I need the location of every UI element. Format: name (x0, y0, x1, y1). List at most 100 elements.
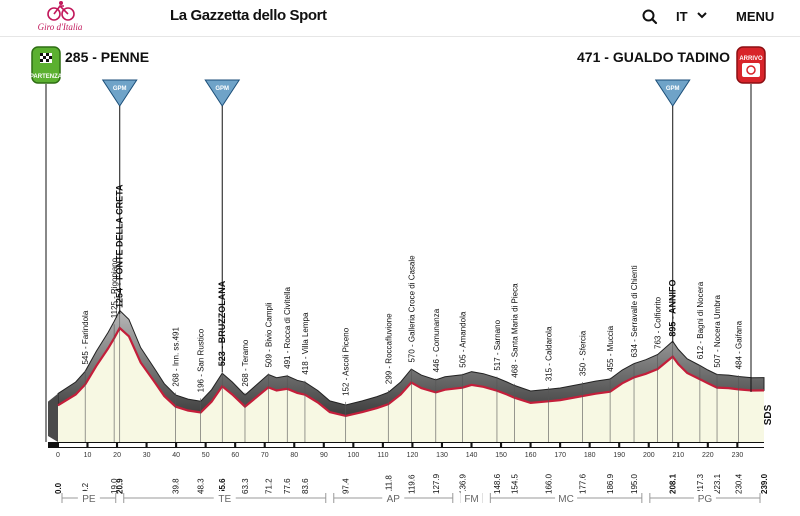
km-tick-label: 120 (407, 452, 419, 459)
language-selector[interactable]: IT (676, 9, 708, 24)
km-mark-label: 230.4 (735, 473, 744, 494)
gpm-label: GPM (113, 86, 127, 92)
menu-button[interactable]: MENU (736, 9, 775, 24)
km-axis-segment (265, 443, 294, 447)
km-axis-segment (738, 443, 766, 447)
km-mark-label: 195.0 (630, 473, 639, 494)
km-mark-label: 19.0 (110, 478, 119, 494)
km-tick-label: 10 (84, 452, 92, 459)
location-lines (45, 84, 752, 442)
km-tick-label: 230 (732, 452, 744, 459)
location-label: 570 - Galleria Croce di Casale (407, 255, 416, 363)
giro-logo-text: Giro d'Italia (37, 22, 83, 32)
giro-cyclist-icon (47, 1, 75, 21)
province-label-bg (460, 491, 483, 504)
km-tick-label: 100 (348, 452, 360, 459)
km-mark-label: 48.3 (197, 478, 206, 494)
km-mark-label: 217.3 (696, 473, 705, 494)
location-label: 196 - San Rustico (197, 328, 206, 392)
location-label: 455 - Muccia (606, 325, 615, 371)
province-label-bg (77, 491, 100, 504)
km-axis-segment (502, 443, 530, 447)
km-mark-label: 71.2 (264, 478, 273, 494)
location-label: 612 - Bagni di Nocera (696, 281, 705, 359)
province-label-bg (693, 491, 716, 504)
km-tick-label: 110 (377, 452, 388, 459)
location-label: 468 - Santa Maria di Pieca (510, 283, 519, 378)
location-label: 484 - Gaifana (735, 320, 744, 369)
km-axis-segment (413, 443, 441, 447)
km-tick-label: 140 (466, 452, 478, 459)
km-axis: 0 10 20 30 40 50 60 70 80 90 100 110 120 130 140 150 160… (48, 442, 766, 459)
province-label: AP (387, 494, 401, 505)
brand-title[interactable]: La Gazzetta dello Sport (170, 7, 327, 24)
km-tick-label: 200 (643, 452, 655, 459)
km-mark-label: 148.6 (493, 473, 502, 494)
km-axis-segment (590, 443, 619, 447)
km-tick-label: 180 (584, 452, 596, 459)
km-axis-segment (443, 443, 471, 447)
km-mark-label: 39.8 (172, 478, 181, 494)
km-mark-label: 119.6 (407, 474, 416, 494)
province-label-bg (555, 491, 578, 504)
location-label: 634 - Serravalle di Chienti (630, 265, 639, 357)
province-label-bg (382, 491, 405, 504)
start-badge: PARTENZA (30, 46, 63, 84)
gpm-triangle-icon (204, 79, 241, 107)
km-tick-label: 190 (613, 452, 625, 459)
location-label: 491 - Rocca di Civitella (283, 286, 292, 368)
km-mark-label: 97.4 (342, 478, 351, 494)
location-label: 418 - Villa Lempa (301, 312, 310, 375)
km-mark-label: 55.6 (218, 478, 227, 494)
finish-badge: ARRIVO (736, 46, 766, 84)
top-navigation-bar: Giro d'Italia La Gazzetta dello Sport IT… (0, 0, 800, 37)
location-label: 763 - Colfiorito (654, 296, 663, 349)
search-icon[interactable] (641, 8, 659, 26)
km-axis-segment (620, 443, 648, 447)
km-axis-segment (295, 443, 323, 447)
km-axis-segment (236, 443, 264, 447)
location-label: 315 - Caldarola (544, 326, 553, 381)
province-label: PE (82, 494, 96, 505)
km-axis-segment (472, 443, 500, 447)
km-tick-label: 60 (231, 452, 239, 459)
province-label: PG (698, 494, 713, 505)
km-axis-segment (206, 443, 235, 447)
location-label: 268 - Teramo (241, 339, 250, 387)
km-mark-label: 83.6 (301, 478, 310, 494)
km-tick-label: 90 (320, 452, 328, 459)
finish-label: 471 - GUALDO TADINO (577, 49, 730, 65)
location-label: 152 - Ascoli Piceno (342, 327, 351, 396)
km-axis-segment (354, 443, 382, 447)
km-mark-label: 186.9 (606, 473, 615, 494)
km-mark-label: 0.0 (54, 482, 63, 494)
location-label: 299 - Roccafluvione (384, 313, 393, 384)
km-tick-label: 40 (172, 452, 180, 459)
giro-logo[interactable]: Giro d'Italia (30, 0, 90, 34)
sds-label: SDS (763, 404, 774, 425)
km-mark-label: 9.2 (81, 482, 90, 494)
km-labels: 0.0 9.2 19.020.9 39.8 48.3 55.6 63.3 71.2 77.6 83… (54, 473, 769, 494)
km-tick-label: 150 (495, 452, 507, 459)
km-axis-segment (561, 443, 589, 447)
km-mark-label: 154.5 (510, 473, 519, 494)
province-label: TE (218, 494, 231, 505)
location-label: 446 - Comunanza (432, 308, 441, 372)
gpm-triangle-icon (101, 79, 138, 107)
km-mark-label: 127.9 (432, 473, 441, 494)
location-label: 1125 - Rigopiano (110, 257, 119, 318)
km-axis-segment (324, 443, 353, 447)
km-tick-label: 20 (113, 452, 121, 459)
km-axis-segment (177, 443, 205, 447)
km-tick-label: 0 (56, 452, 60, 459)
relief-side (48, 393, 58, 442)
finish-badge-text: ARRIVO (739, 56, 763, 62)
gpm-label: GPM (215, 86, 229, 92)
gpm-markers: GPM GPM GPM (101, 79, 691, 373)
km-tick-label: 220 (702, 452, 714, 459)
km-mark-label: 20.9 (116, 478, 125, 494)
province-label: FM (464, 494, 478, 505)
location-label: 350 - Sfercia (579, 330, 588, 376)
km-axis-segment (147, 443, 176, 447)
